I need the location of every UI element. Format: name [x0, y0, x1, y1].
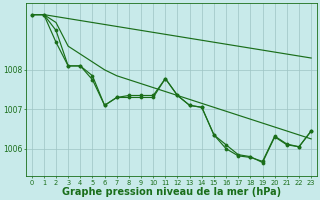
X-axis label: Graphe pression niveau de la mer (hPa): Graphe pression niveau de la mer (hPa)	[62, 187, 281, 197]
